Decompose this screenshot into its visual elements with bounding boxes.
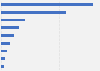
Bar — [1, 65, 4, 68]
Bar — [1, 34, 14, 37]
Bar — [1, 19, 25, 21]
Bar — [1, 50, 7, 52]
Bar — [1, 11, 66, 14]
Bar — [1, 42, 10, 45]
Bar — [1, 3, 93, 6]
Bar — [1, 57, 5, 60]
Bar — [1, 26, 19, 29]
